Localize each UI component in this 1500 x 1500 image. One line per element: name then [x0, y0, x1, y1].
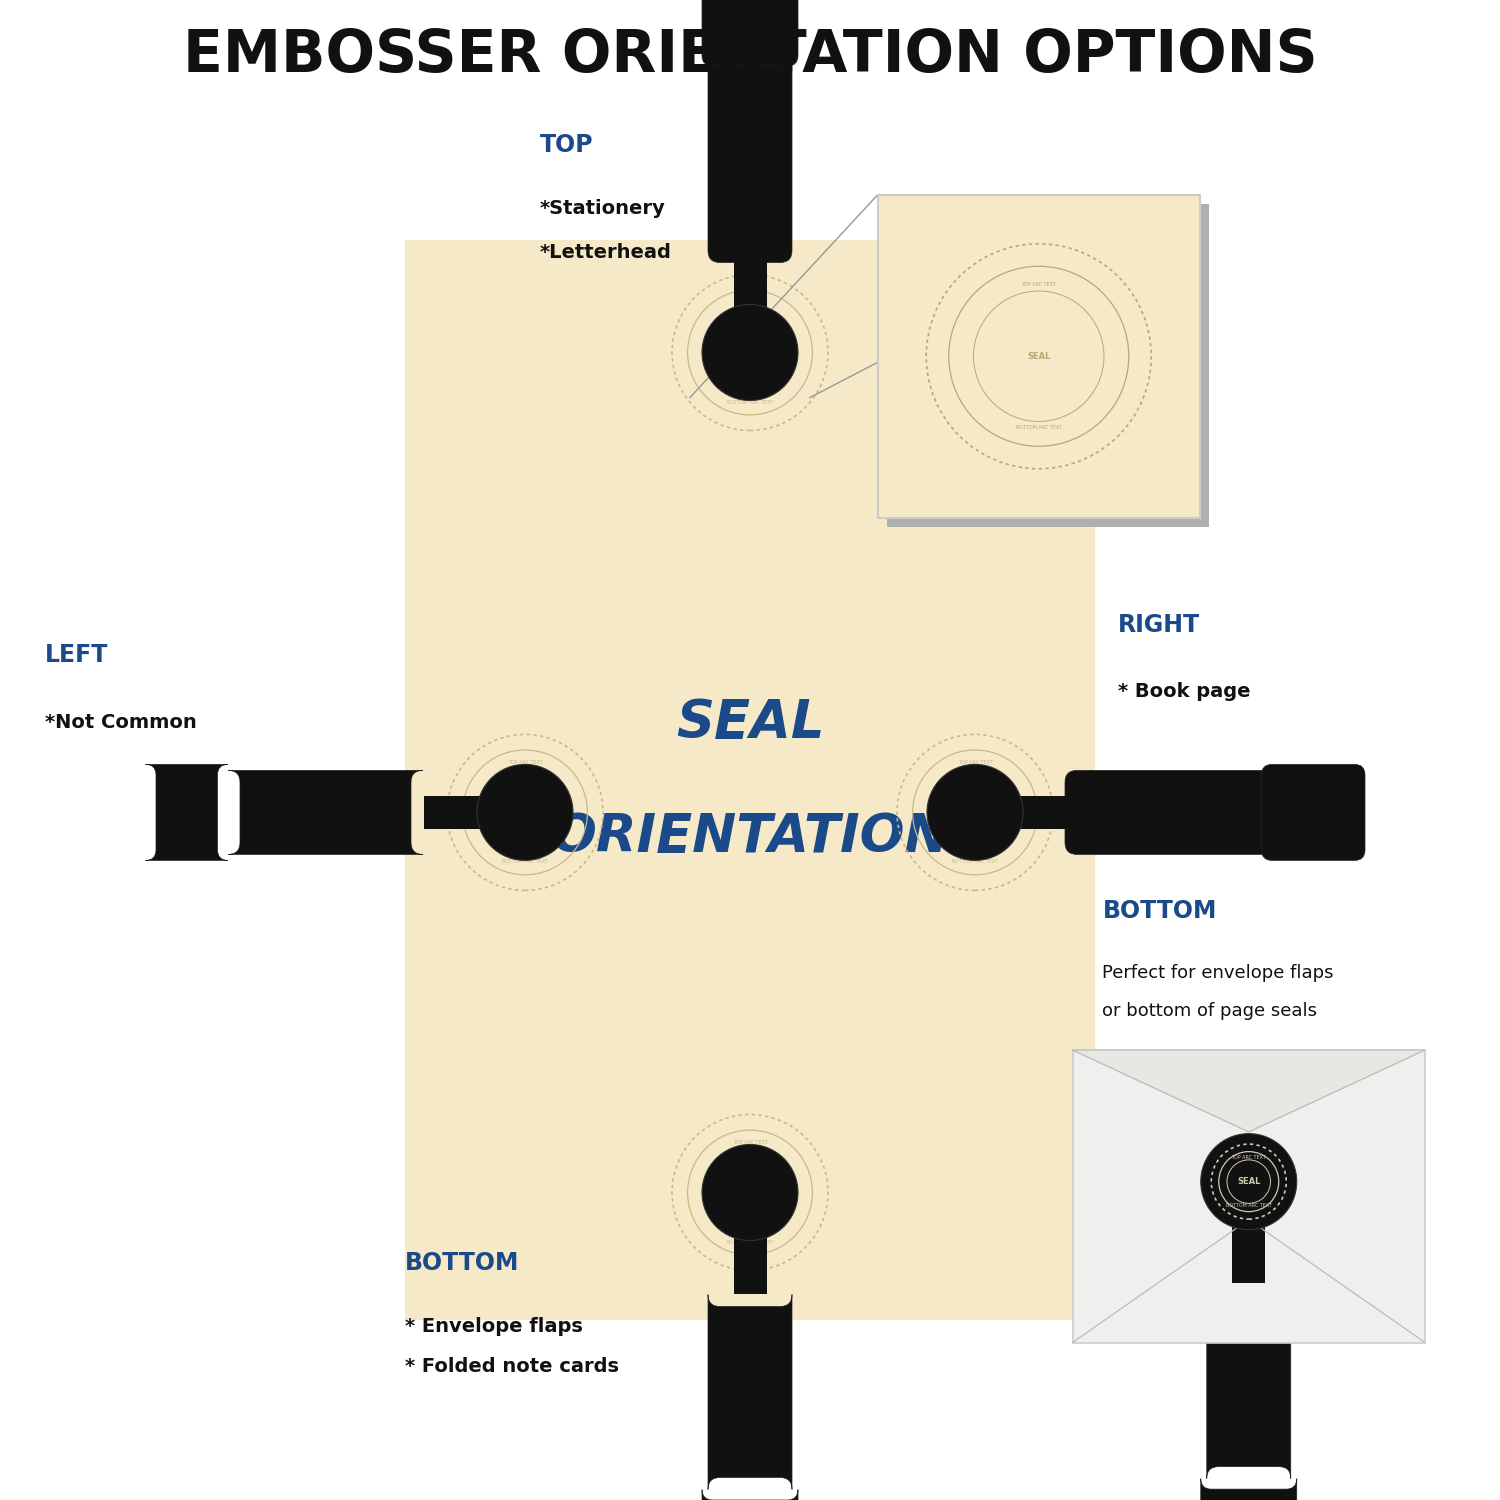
Circle shape — [702, 1144, 798, 1240]
Text: * Book page: * Book page — [1118, 682, 1250, 702]
FancyBboxPatch shape — [886, 204, 1209, 526]
FancyBboxPatch shape — [1200, 1479, 1296, 1500]
FancyBboxPatch shape — [424, 796, 492, 830]
Text: *Letterhead: *Letterhead — [540, 243, 672, 262]
FancyBboxPatch shape — [146, 765, 228, 861]
FancyBboxPatch shape — [228, 771, 423, 855]
Text: SEAL: SEAL — [738, 1188, 762, 1197]
FancyBboxPatch shape — [702, 0, 798, 66]
FancyBboxPatch shape — [708, 1294, 792, 1490]
Text: SEAL: SEAL — [738, 348, 762, 357]
Polygon shape — [1072, 1050, 1425, 1132]
Circle shape — [927, 765, 1023, 861]
Text: TOP ARC TEXT: TOP ARC TEXT — [732, 1140, 768, 1146]
FancyBboxPatch shape — [1008, 796, 1076, 830]
FancyBboxPatch shape — [1262, 765, 1365, 861]
Circle shape — [477, 765, 573, 861]
Text: BOTTOM ARC TEXT: BOTTOM ARC TEXT — [952, 859, 998, 864]
Circle shape — [1200, 1134, 1296, 1230]
FancyBboxPatch shape — [734, 1226, 766, 1293]
FancyBboxPatch shape — [878, 195, 1200, 518]
Text: * Folded note cards: * Folded note cards — [405, 1358, 620, 1377]
Text: BOTTOM: BOTTOM — [1102, 898, 1216, 922]
Text: SEAL: SEAL — [963, 808, 987, 818]
Text: TOP ARC TEXT: TOP ARC TEXT — [507, 760, 543, 765]
Text: BOTTOM ARC TEXT: BOTTOM ARC TEXT — [1016, 424, 1062, 430]
Text: LEFT: LEFT — [45, 644, 108, 668]
FancyBboxPatch shape — [1065, 771, 1284, 855]
FancyBboxPatch shape — [702, 1490, 798, 1500]
Text: or bottom of page seals: or bottom of page seals — [1102, 1002, 1317, 1020]
Text: SEAL: SEAL — [513, 808, 537, 818]
FancyBboxPatch shape — [405, 240, 1095, 1320]
FancyBboxPatch shape — [1072, 1050, 1425, 1342]
Text: SEAL: SEAL — [1238, 1178, 1260, 1186]
Text: Perfect for envelope flaps: Perfect for envelope flaps — [1102, 964, 1334, 982]
Text: BOTTOM ARC TEXT: BOTTOM ARC TEXT — [728, 399, 772, 405]
Text: RIGHT: RIGHT — [1118, 614, 1200, 638]
Text: TOP: TOP — [540, 134, 594, 158]
Text: ORIENTATION: ORIENTATION — [550, 812, 950, 862]
Text: * Envelope flaps: * Envelope flaps — [405, 1317, 584, 1336]
Text: *Not Common: *Not Common — [45, 712, 196, 732]
Text: SEAL: SEAL — [675, 698, 825, 748]
Circle shape — [702, 304, 798, 400]
Text: EMBOSSER ORIENTATION OPTIONS: EMBOSSER ORIENTATION OPTIONS — [183, 27, 1317, 84]
FancyBboxPatch shape — [708, 44, 792, 262]
FancyBboxPatch shape — [734, 252, 766, 320]
Text: SEAL: SEAL — [1028, 352, 1050, 362]
FancyBboxPatch shape — [1233, 1215, 1264, 1282]
FancyBboxPatch shape — [1206, 1284, 1290, 1479]
Text: BOTTOM: BOTTOM — [405, 1251, 519, 1275]
Text: BOTTOM ARC TEXT: BOTTOM ARC TEXT — [728, 1239, 772, 1245]
Text: TOP ARC TEXT: TOP ARC TEXT — [1022, 282, 1056, 288]
Text: BOTTOM ARC TEXT: BOTTOM ARC TEXT — [503, 859, 548, 864]
Text: TOP ARC TEXT: TOP ARC TEXT — [1232, 1155, 1266, 1161]
Text: TOP ARC TEXT: TOP ARC TEXT — [957, 760, 993, 765]
Text: BOTTOM ARC TEXT: BOTTOM ARC TEXT — [1226, 1203, 1272, 1208]
Text: *Stationery: *Stationery — [540, 200, 666, 219]
Text: TOP ARC TEXT: TOP ARC TEXT — [732, 300, 768, 306]
